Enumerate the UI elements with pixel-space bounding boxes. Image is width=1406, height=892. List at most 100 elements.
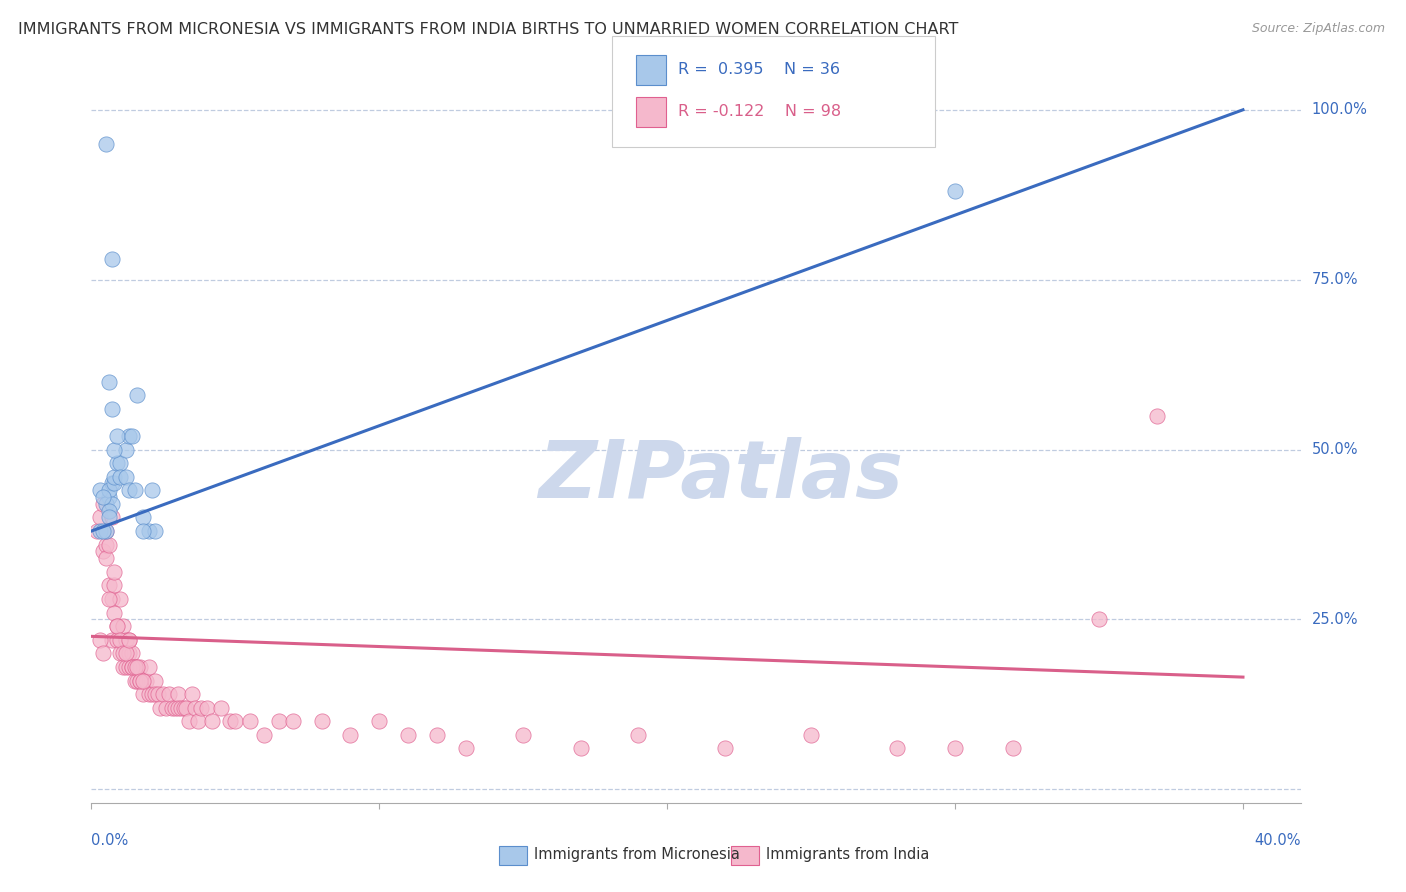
Point	[201, 714, 224, 729]
Point	[627, 728, 650, 742]
Point	[239, 714, 262, 729]
Point	[132, 673, 155, 688]
Point	[108, 591, 131, 606]
Point	[118, 646, 141, 660]
Point	[105, 632, 128, 647]
Point	[89, 524, 111, 538]
Point	[253, 728, 276, 742]
Point	[115, 469, 138, 483]
Point	[97, 490, 120, 504]
Point	[97, 578, 120, 592]
Point	[89, 483, 111, 498]
Text: R =  0.395    N = 36: R = 0.395 N = 36	[678, 62, 839, 77]
Point	[115, 442, 138, 457]
Point	[100, 252, 122, 267]
Point	[103, 565, 125, 579]
Point	[108, 646, 131, 660]
Point	[89, 510, 111, 524]
Point	[105, 429, 128, 443]
Text: ZIPatlas: ZIPatlas	[537, 437, 903, 515]
Point	[97, 503, 120, 517]
Point	[121, 660, 143, 674]
Point	[176, 700, 198, 714]
Point	[94, 524, 117, 538]
Point	[100, 632, 122, 647]
Text: 75.0%: 75.0%	[1312, 272, 1358, 287]
Point	[179, 714, 201, 729]
Point	[267, 714, 290, 729]
Point	[454, 741, 477, 756]
Point	[132, 524, 155, 538]
Point	[129, 660, 152, 674]
Point	[118, 429, 141, 443]
Point	[311, 714, 333, 729]
Point	[94, 497, 117, 511]
Point	[512, 728, 534, 742]
Point	[195, 700, 218, 714]
Text: 40.0%: 40.0%	[1254, 833, 1301, 848]
Point	[94, 136, 117, 151]
Point	[108, 469, 131, 483]
Point	[89, 632, 111, 647]
Point	[146, 687, 169, 701]
Point	[108, 632, 131, 647]
Point	[132, 687, 155, 701]
Point	[94, 551, 117, 566]
Point	[166, 687, 188, 701]
Point	[141, 483, 163, 498]
Text: 0.0%: 0.0%	[91, 833, 128, 848]
Point	[103, 578, 125, 592]
Point	[138, 660, 160, 674]
Point	[115, 646, 138, 660]
Point	[886, 741, 908, 756]
Point	[143, 673, 166, 688]
Point	[97, 375, 120, 389]
Point	[426, 728, 449, 742]
Point	[127, 660, 149, 674]
Point	[132, 673, 155, 688]
Point	[112, 619, 135, 633]
Point	[118, 632, 141, 647]
Point	[160, 700, 183, 714]
Point	[121, 646, 143, 660]
Point	[97, 538, 120, 552]
Point	[129, 673, 152, 688]
Point	[91, 544, 114, 558]
Point	[396, 728, 419, 742]
Point	[97, 483, 120, 498]
Point	[569, 741, 592, 756]
Point	[713, 741, 735, 756]
Point	[118, 483, 141, 498]
Point	[103, 469, 125, 483]
Point	[1001, 741, 1024, 756]
Point	[169, 700, 191, 714]
Point	[224, 714, 246, 729]
Text: IMMIGRANTS FROM MICRONESIA VS IMMIGRANTS FROM INDIA BIRTHS TO UNMARRIED WOMEN CO: IMMIGRANTS FROM MICRONESIA VS IMMIGRANTS…	[18, 22, 959, 37]
Point	[132, 510, 155, 524]
Point	[155, 700, 177, 714]
Point	[800, 728, 823, 742]
Point	[143, 687, 166, 701]
Point	[339, 728, 361, 742]
Point	[943, 741, 966, 756]
Point	[943, 184, 966, 198]
Point	[100, 591, 122, 606]
Point	[91, 497, 114, 511]
Point	[190, 700, 212, 714]
Point	[141, 687, 163, 701]
Text: R = -0.122    N = 98: R = -0.122 N = 98	[678, 104, 841, 119]
Point	[94, 524, 117, 538]
Point	[105, 619, 128, 633]
Point	[121, 660, 143, 674]
Point	[97, 510, 120, 524]
Point	[184, 700, 207, 714]
Point	[86, 524, 108, 538]
Point	[118, 660, 141, 674]
Point	[103, 442, 125, 457]
Point	[100, 510, 122, 524]
Point	[115, 632, 138, 647]
Point	[124, 483, 146, 498]
Point	[124, 660, 146, 674]
Point	[1146, 409, 1168, 423]
Point	[108, 456, 131, 470]
